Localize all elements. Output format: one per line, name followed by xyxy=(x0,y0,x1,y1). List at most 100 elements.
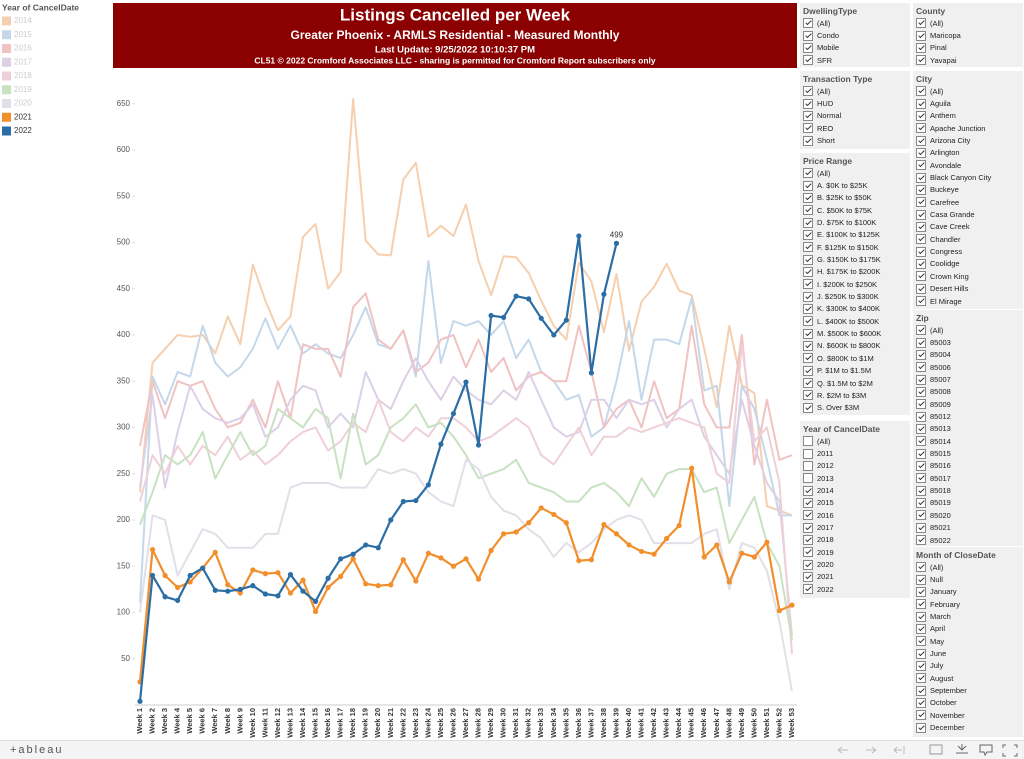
filter-item[interactable]: El Mirage xyxy=(913,295,1023,307)
filter-item[interactable]: 85019 xyxy=(913,497,1023,509)
filter-item[interactable]: Condo xyxy=(800,29,910,41)
filter-item[interactable]: 85017 xyxy=(913,472,1023,484)
filter-item[interactable]: November xyxy=(913,709,1023,721)
filter-item[interactable]: 2011 xyxy=(800,447,910,459)
filter-item[interactable]: 2022 xyxy=(800,583,910,595)
filter-item[interactable]: HUD xyxy=(800,97,910,109)
filter-item[interactable]: Arlington xyxy=(913,147,1023,159)
checkbox[interactable] xyxy=(916,673,926,684)
checkbox[interactable] xyxy=(803,402,813,413)
checkbox[interactable] xyxy=(803,254,813,265)
checkbox[interactable] xyxy=(916,611,926,622)
filter-item[interactable]: 85022 xyxy=(913,534,1023,546)
checkbox[interactable] xyxy=(916,349,926,360)
filter-item[interactable]: Short xyxy=(800,134,910,146)
filter-item[interactable]: 85008 xyxy=(913,386,1023,398)
checkbox[interactable] xyxy=(916,296,926,307)
filter-item[interactable]: (All) xyxy=(913,324,1023,336)
checkbox[interactable] xyxy=(916,697,926,708)
filter-item[interactable]: Normal xyxy=(800,110,910,122)
checkbox[interactable] xyxy=(803,534,813,545)
checkbox[interactable] xyxy=(916,448,926,459)
checkbox[interactable] xyxy=(916,234,926,245)
checkbox[interactable] xyxy=(916,460,926,471)
filter-item[interactable]: 85007 xyxy=(913,373,1023,385)
checkbox[interactable] xyxy=(803,316,813,327)
checkbox[interactable] xyxy=(916,184,926,195)
filter-item[interactable]: Casa Grande xyxy=(913,208,1023,220)
checkbox[interactable] xyxy=(916,660,926,671)
filter-item[interactable]: 2020 xyxy=(800,558,910,570)
checkbox[interactable] xyxy=(916,485,926,496)
filter-item[interactable]: September xyxy=(913,684,1023,696)
checkbox[interactable] xyxy=(803,168,813,179)
checkbox[interactable] xyxy=(916,110,926,121)
filter-item[interactable]: Chandler xyxy=(913,233,1023,245)
filter-item[interactable]: 85018 xyxy=(913,484,1023,496)
filter-item[interactable]: 85013 xyxy=(913,423,1023,435)
checkbox[interactable] xyxy=(916,362,926,373)
checkbox[interactable] xyxy=(803,18,813,29)
checkbox[interactable] xyxy=(916,147,926,158)
filter-item[interactable]: October xyxy=(913,697,1023,709)
filter-item[interactable]: 2016 xyxy=(800,509,910,521)
checkbox[interactable] xyxy=(803,205,813,216)
filter-item[interactable]: 2017 xyxy=(800,521,910,533)
filter-item[interactable]: April xyxy=(913,623,1023,635)
checkbox[interactable] xyxy=(803,86,813,97)
checkbox[interactable] xyxy=(916,30,926,41)
checkbox[interactable] xyxy=(916,436,926,447)
checkbox[interactable] xyxy=(916,55,926,66)
filter-item[interactable]: M. $500K to $600K xyxy=(800,327,910,339)
filter-item[interactable]: 85003 xyxy=(913,336,1023,348)
filter-item[interactable]: Coolidge xyxy=(913,258,1023,270)
filter-item[interactable]: 2013 xyxy=(800,472,910,484)
filter-item[interactable]: I. $200K to $250K xyxy=(800,278,910,290)
filter-item[interactable]: June xyxy=(913,647,1023,659)
filter-item[interactable]: R. $2M to $3M xyxy=(800,389,910,401)
filter-item[interactable]: Null xyxy=(913,573,1023,585)
checkbox[interactable] xyxy=(916,172,926,183)
checkbox[interactable] xyxy=(803,448,813,459)
filter-item[interactable]: Maricopa xyxy=(913,29,1023,41)
filter-item[interactable]: 2015 xyxy=(800,497,910,509)
checkbox[interactable] xyxy=(916,685,926,696)
filter-item[interactable]: P. $1M to $1.5M xyxy=(800,365,910,377)
filter-item[interactable]: 85009 xyxy=(913,398,1023,410)
checkbox[interactable] xyxy=(803,291,813,302)
checkbox[interactable] xyxy=(803,485,813,496)
undo-button[interactable] xyxy=(837,746,848,754)
filter-item[interactable]: Congress xyxy=(913,245,1023,257)
filter-item[interactable]: K. $300K to $400K xyxy=(800,303,910,315)
filter-item[interactable]: March xyxy=(913,610,1023,622)
filter-item[interactable]: (All) xyxy=(913,17,1023,29)
checkbox[interactable] xyxy=(803,353,813,364)
filter-item[interactable]: December xyxy=(913,721,1023,733)
checkbox[interactable] xyxy=(916,246,926,257)
checkbox[interactable] xyxy=(916,599,926,610)
checkbox[interactable] xyxy=(916,209,926,220)
checkbox[interactable] xyxy=(916,135,926,146)
checkbox[interactable] xyxy=(916,283,926,294)
filter-item[interactable]: May xyxy=(913,635,1023,647)
checkbox[interactable] xyxy=(803,180,813,191)
checkbox[interactable] xyxy=(803,378,813,389)
checkbox[interactable] xyxy=(803,473,813,484)
checkbox[interactable] xyxy=(916,221,926,232)
checkbox[interactable] xyxy=(803,42,813,53)
filter-item[interactable]: Aguila xyxy=(913,97,1023,109)
checkbox[interactable] xyxy=(803,365,813,376)
filter-item[interactable]: February xyxy=(913,598,1023,610)
checkbox[interactable] xyxy=(916,535,926,546)
checkbox[interactable] xyxy=(916,722,926,733)
checkbox[interactable] xyxy=(803,559,813,570)
filter-item[interactable]: H. $175K to $200K xyxy=(800,266,910,278)
filter-item[interactable]: Buckeye xyxy=(913,184,1023,196)
filter-item[interactable]: A. $0K to $25K xyxy=(800,179,910,191)
filter-item[interactable]: Desert Hills xyxy=(913,283,1023,295)
checkbox[interactable] xyxy=(916,648,926,659)
checkbox[interactable] xyxy=(916,337,926,348)
filter-item[interactable]: 85015 xyxy=(913,447,1023,459)
checkbox[interactable] xyxy=(916,123,926,134)
fullscreen-button[interactable] xyxy=(1002,744,1018,757)
